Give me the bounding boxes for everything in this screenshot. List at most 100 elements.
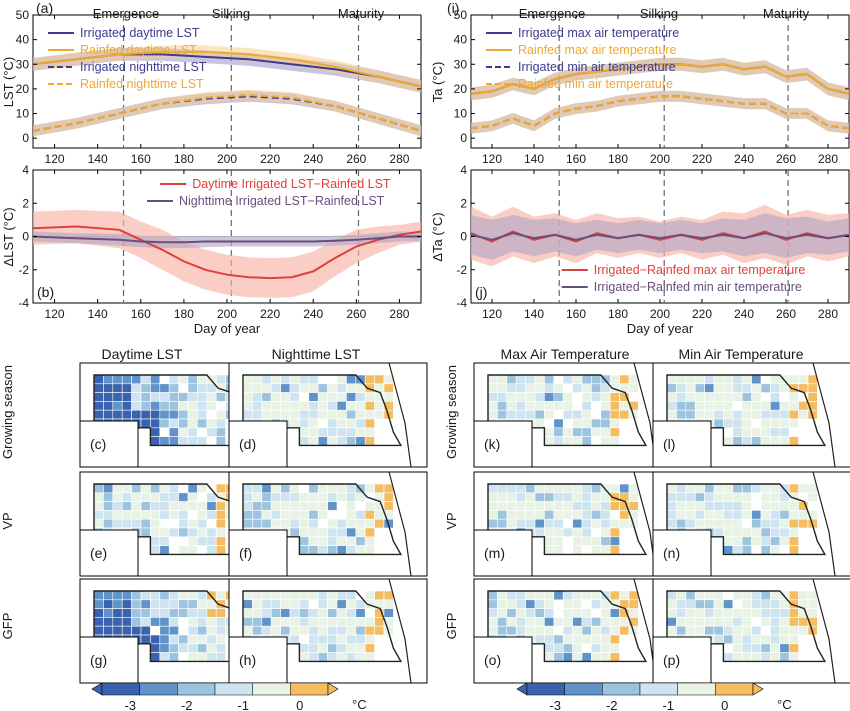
map-cell [544, 536, 555, 546]
map-cell [178, 527, 189, 538]
map-cell [168, 492, 179, 502]
map-cell [591, 418, 602, 429]
map-cell [168, 501, 179, 511]
map-cell [600, 634, 611, 645]
map-cell [770, 501, 781, 511]
map-cell [807, 608, 818, 618]
map-cell [713, 392, 724, 402]
map-cell [741, 374, 752, 385]
map-cell [779, 608, 790, 618]
map-panel: (f) [228, 471, 428, 577]
map-cell [336, 483, 347, 494]
map-cell [299, 590, 310, 601]
colorbars: -3 -2 -1 0 °C -3 -2 -1 0 °C [91, 682, 792, 711]
map-cell [760, 527, 771, 538]
map-cell [336, 427, 347, 437]
map-cell [788, 483, 799, 494]
x-tick-label: 180 [608, 307, 628, 321]
map-cell [609, 545, 620, 555]
map-cell [798, 401, 809, 411]
map-cell [364, 501, 375, 511]
map-cell [487, 392, 498, 402]
map-cell [140, 617, 151, 627]
x-tick-label: 280 [389, 152, 409, 166]
map-cell [497, 492, 508, 502]
colorbar-segment [564, 682, 603, 696]
map-cell [187, 652, 198, 662]
map-cell [159, 599, 170, 609]
map-cell [751, 427, 762, 437]
map-cell [732, 527, 743, 538]
series-band-3 [471, 90, 849, 134]
map-cell [544, 625, 555, 636]
map-cell [506, 492, 517, 502]
colorbar-segment [715, 682, 754, 696]
map-cell [112, 501, 123, 511]
map-cell [336, 492, 347, 502]
map-inset [473, 420, 533, 468]
map-cell [150, 492, 161, 502]
map-panel-letter: (m) [484, 545, 505, 561]
map-cell [798, 374, 809, 385]
legend-label-1: Rainfed daytime LST [80, 43, 197, 57]
panel-b-letter: (b) [37, 284, 54, 300]
map-cell [779, 401, 790, 411]
map-cell [206, 392, 217, 402]
map-cell [140, 492, 151, 502]
map-cell [270, 617, 281, 627]
map-cell [732, 483, 743, 494]
x-tick-label: 260 [346, 307, 366, 321]
map-cell [760, 590, 771, 601]
map-cell [299, 510, 310, 520]
map-cell [103, 401, 114, 411]
map-cell [270, 590, 281, 601]
river-line [812, 471, 836, 577]
map-cell [252, 599, 263, 609]
map-cell [159, 634, 170, 645]
map-cell [770, 392, 781, 402]
map-cell [619, 617, 630, 627]
map-cell [159, 483, 170, 494]
map-cell [121, 483, 132, 494]
series-band-0 [33, 209, 421, 298]
map-cell [280, 599, 291, 609]
map-col-title-nighttime-lst: Nighttime LST [272, 346, 361, 362]
map-cell [299, 418, 310, 429]
colorbar-segment [101, 682, 140, 696]
map-cell [553, 492, 564, 502]
map-cell [544, 401, 555, 411]
map-cell [534, 599, 545, 609]
map-cell [93, 590, 104, 601]
map-cell [544, 409, 555, 420]
map-cell [289, 418, 300, 429]
map-cell [732, 436, 743, 446]
map-cell [261, 510, 272, 520]
map-cell [515, 518, 526, 529]
map-cell [336, 617, 347, 627]
map-cell [779, 409, 790, 420]
map-cell [150, 383, 161, 393]
map-cell [788, 617, 799, 627]
x-tick-label: 220 [260, 152, 280, 166]
map-cell [553, 418, 564, 429]
map-cell [534, 527, 545, 538]
map-cell [336, 599, 347, 609]
map-cell [355, 527, 366, 538]
map-cell [723, 401, 734, 411]
map-cell [751, 643, 762, 653]
map-cell [308, 427, 319, 437]
map-cell [317, 590, 328, 601]
map-cell [741, 427, 752, 437]
map-cell [751, 599, 762, 609]
x-tick-label: 120 [482, 307, 502, 321]
map-cell [187, 617, 198, 627]
map-cell [346, 634, 357, 645]
map-cell [741, 436, 752, 446]
map-cell [327, 492, 338, 502]
map-row-label-vp-left: VP [0, 512, 15, 529]
map-cell [497, 501, 508, 511]
map-cell [723, 392, 734, 402]
colorbar-tick-label: -3 [124, 698, 136, 711]
map-cell [572, 652, 583, 662]
map-cell [704, 510, 715, 520]
